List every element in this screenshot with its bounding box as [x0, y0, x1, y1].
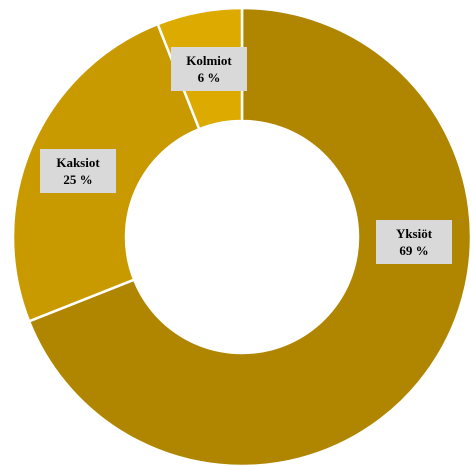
- slice-yksiöt: [27, 6, 471, 466]
- data-labels: Yksiöt 69 % Kaksiot 25 % Kolmiot 6 %: [40, 47, 452, 264]
- data-label-kaksiot: Kaksiot 25 %: [40, 149, 116, 193]
- data-label-box: [40, 149, 116, 193]
- slice-percent-label: 69 %: [399, 243, 428, 258]
- slice-percent-label: 25 %: [63, 172, 92, 187]
- slice-category-label: Kolmiot: [186, 53, 232, 68]
- data-label-box: [376, 220, 452, 264]
- slice-category-label: Kaksiot: [56, 155, 100, 170]
- slice-category-label: Yksiöt: [396, 226, 433, 241]
- data-label-kolmiot: Kolmiot 6 %: [171, 47, 247, 91]
- slice-percent-label: 6 %: [198, 70, 221, 85]
- data-label-yksiöt: Yksiöt 69 %: [376, 220, 452, 264]
- data-label-box: [171, 47, 247, 91]
